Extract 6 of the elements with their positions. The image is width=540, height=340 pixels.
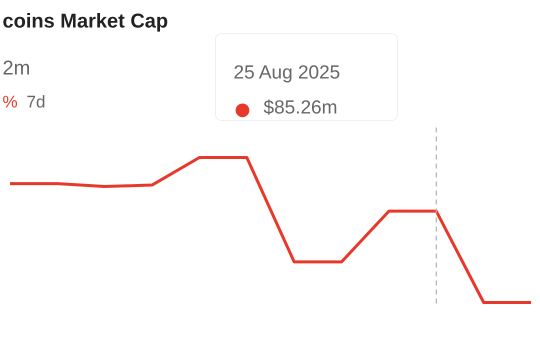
text: ● <box>234 99 250 120</box>
text: 25 Aug 2025 <box>234 62 340 84</box>
text: $85.26m <box>264 98 338 118</box>
text: % 7d <box>2 92 46 112</box>
chart-subtitle: 2m <box>2 58 30 80</box>
chart-title: coins Market Cap <box>2 10 168 32</box>
